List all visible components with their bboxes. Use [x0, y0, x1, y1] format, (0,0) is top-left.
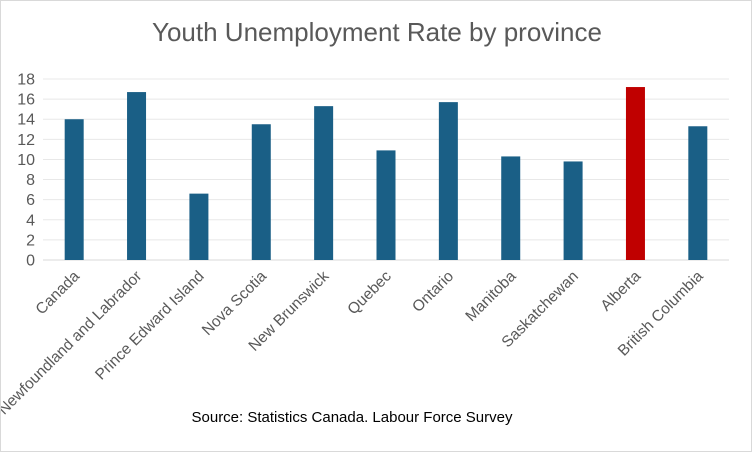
x-tick-label: Quebec	[344, 268, 395, 319]
bar	[563, 161, 583, 260]
bar	[688, 126, 708, 260]
bar	[251, 124, 271, 260]
bar	[376, 150, 396, 260]
bar	[625, 87, 645, 261]
y-tick-label: 16	[17, 92, 35, 109]
y-tick-label: 6	[26, 192, 35, 209]
y-tick-label: 18	[17, 72, 35, 89]
x-tick-label: Canada	[33, 268, 84, 319]
bar	[438, 102, 458, 260]
y-tick-label: 2	[26, 232, 35, 249]
bar	[189, 193, 209, 260]
y-tick-label: 8	[26, 172, 35, 189]
bar	[64, 119, 84, 260]
bar	[314, 106, 334, 261]
chart-source: Source: Statistics Canada. Labour Force …	[191, 409, 513, 426]
chart-title: Youth Unemployment Rate by province	[152, 17, 602, 47]
bar	[501, 156, 521, 260]
y-tick-label: 4	[26, 212, 35, 229]
bar	[127, 92, 147, 260]
y-tick-label: 10	[17, 152, 35, 169]
y-tick-label: 14	[17, 112, 35, 129]
x-tick-label: Prince Edward Island	[92, 268, 208, 384]
x-tick-label: Ontario	[409, 268, 457, 316]
y-tick-label: 0	[26, 253, 35, 270]
x-tick-label: Manitoba	[462, 268, 519, 325]
y-tick-label: 12	[17, 132, 35, 149]
x-tick-label: Alberta	[598, 268, 645, 315]
